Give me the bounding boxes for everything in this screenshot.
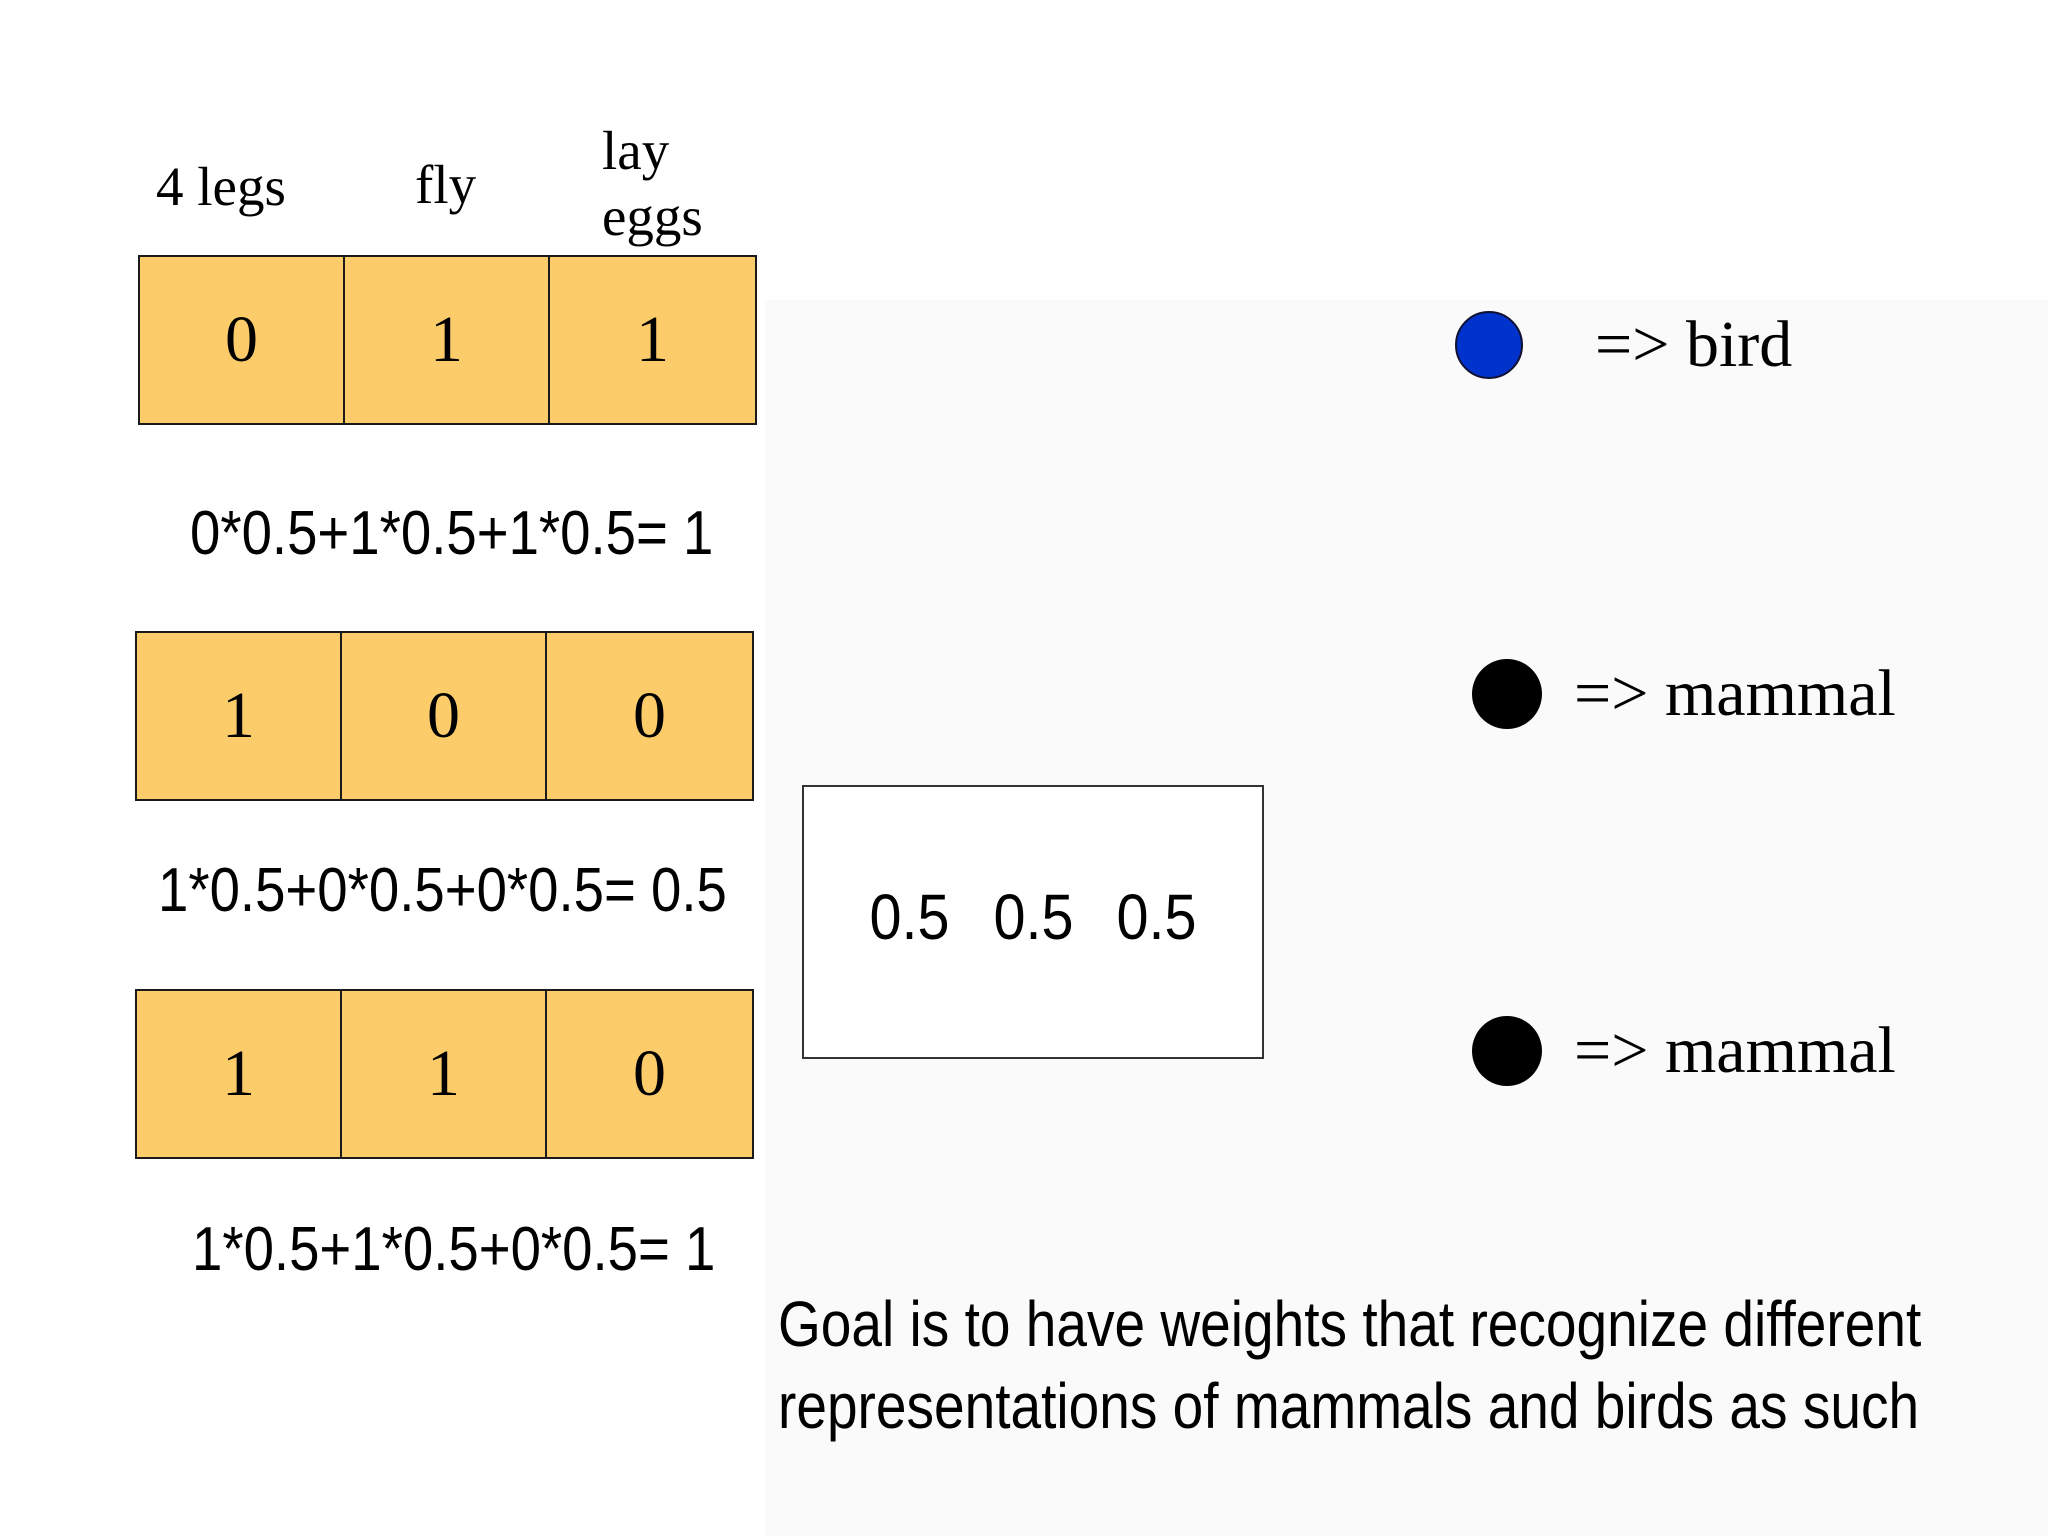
vector-1-cell-fly: 1 — [345, 257, 550, 423]
weight-fly: 0.5 — [992, 881, 1074, 953]
vector-2-cell-4-legs: 1 — [137, 633, 342, 799]
header-4-legs: 4 legs — [156, 156, 286, 217]
result-1: => bird — [1455, 307, 1792, 383]
result-1-label: => bird — [1595, 308, 1793, 381]
header-lay-eggs: lay eggs — [602, 118, 703, 250]
goal-text: Goal is to have weights that recognize d… — [778, 1283, 1921, 1447]
equation-2: 1*0.5+0*0.5+0*0.5= 0.5 — [158, 856, 727, 925]
vector-3-cell-4-legs: 1 — [137, 991, 342, 1157]
header-lay-eggs-line2: eggs — [602, 186, 703, 247]
bird-dot-icon — [1455, 311, 1523, 379]
vector-1-cell-4-legs: 0 — [140, 257, 345, 423]
equation-1: 0*0.5+1*0.5+1*0.5= 1 — [190, 499, 714, 568]
vector-2-cell-lay-eggs: 0 — [547, 633, 752, 799]
result-2-label: => mammal — [1574, 657, 1896, 730]
input-vector-3: 1 1 0 — [135, 989, 754, 1159]
goal-line-1: Goal is to have weights that recognize d… — [778, 1288, 1922, 1360]
vector-3-cell-fly: 1 — [342, 991, 547, 1157]
weight-4-legs: 0.5 — [869, 881, 950, 953]
vector-3-cell-lay-eggs: 0 — [547, 991, 752, 1157]
vector-1-cell-lay-eggs: 1 — [550, 257, 755, 423]
header-lay-eggs-line1: lay — [602, 120, 670, 181]
header-fly: fly — [415, 154, 477, 215]
input-vector-1: 0 1 1 — [138, 255, 757, 425]
goal-line-2: representations of mammals and birds as … — [778, 1370, 1920, 1442]
result-3: => mammal — [1472, 1013, 1896, 1089]
equation-3: 1*0.5+1*0.5+0*0.5= 1 — [192, 1215, 716, 1284]
result-2: => mammal — [1472, 656, 1896, 732]
result-3-label: => mammal — [1574, 1014, 1896, 1087]
mammal-dot-icon — [1472, 1016, 1542, 1086]
mammal-dot-icon — [1472, 659, 1542, 729]
vector-2-cell-fly: 0 — [342, 633, 547, 799]
weight-lay-eggs: 0.5 — [1116, 881, 1197, 953]
weights-box: 0.5 0.5 0.5 — [802, 785, 1264, 1059]
input-vector-2: 1 0 0 — [135, 631, 754, 801]
